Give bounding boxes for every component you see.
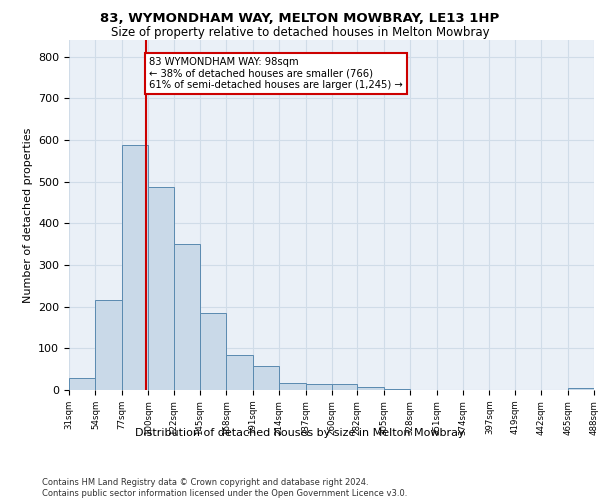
Bar xyxy=(200,313,226,390)
Bar xyxy=(279,382,305,390)
Text: Distribution of detached houses by size in Melton Mowbray: Distribution of detached houses by size … xyxy=(135,428,465,438)
Bar xyxy=(226,356,253,390)
Bar xyxy=(358,387,384,390)
Bar xyxy=(173,244,200,390)
Bar xyxy=(384,389,410,390)
Bar xyxy=(148,187,173,390)
Bar xyxy=(69,378,95,390)
Bar xyxy=(568,388,594,390)
Bar xyxy=(95,300,122,390)
Text: 83, WYMONDHAM WAY, MELTON MOWBRAY, LE13 1HP: 83, WYMONDHAM WAY, MELTON MOWBRAY, LE13 … xyxy=(100,12,500,26)
Text: Size of property relative to detached houses in Melton Mowbray: Size of property relative to detached ho… xyxy=(110,26,490,39)
Bar xyxy=(305,384,332,390)
Y-axis label: Number of detached properties: Number of detached properties xyxy=(23,128,32,302)
Text: 83 WYMONDHAM WAY: 98sqm
← 38% of detached houses are smaller (766)
61% of semi-d: 83 WYMONDHAM WAY: 98sqm ← 38% of detache… xyxy=(149,56,403,90)
Bar xyxy=(253,366,279,390)
Text: Contains HM Land Registry data © Crown copyright and database right 2024.
Contai: Contains HM Land Registry data © Crown c… xyxy=(42,478,407,498)
Bar xyxy=(332,384,358,390)
Bar xyxy=(122,145,148,390)
